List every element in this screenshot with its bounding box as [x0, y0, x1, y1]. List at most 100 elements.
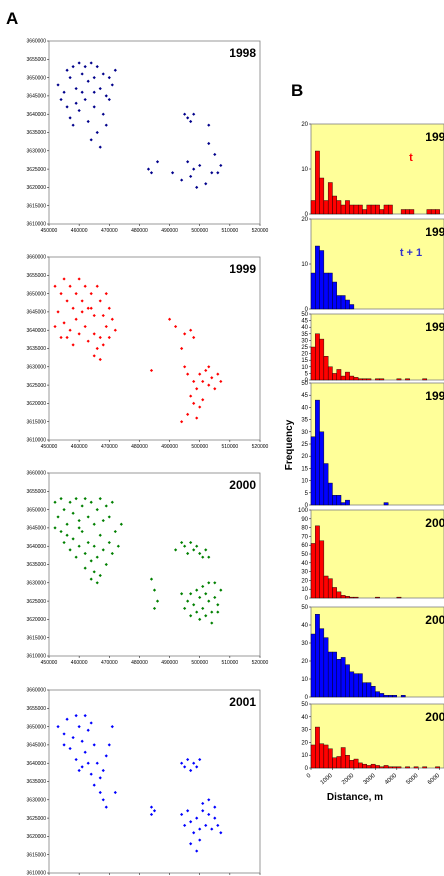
scatter-year-label: 2001 — [229, 695, 256, 709]
scatter-ytick-label: 3650000 — [27, 507, 47, 513]
histogram-bar — [375, 204, 380, 215]
histogram-plot-area — [310, 509, 444, 599]
scatter-ytick-label: 3650000 — [27, 291, 47, 297]
scatter-ytick-label: 3630000 — [27, 581, 47, 587]
histogram-bar — [327, 182, 333, 215]
scatter-point — [74, 497, 78, 501]
histogram-bar — [370, 686, 376, 698]
scatter-point — [92, 332, 96, 336]
histogram-bar — [349, 671, 355, 698]
scatter-point — [71, 735, 75, 740]
scatter-ytick-label: 3660000 — [27, 255, 47, 261]
histogram-bar — [430, 209, 436, 215]
histogram-bar — [340, 502, 346, 506]
histogram-bar — [362, 378, 367, 381]
histogram-ytick-label: 10 — [301, 262, 308, 268]
histogram-ytick-label: 60 — [301, 543, 308, 549]
histogram-ytick-label: 20 — [301, 578, 308, 584]
scatter-point — [77, 768, 81, 773]
histogram-xtick-label: 1000 — [320, 773, 335, 787]
histogram-xtick-label: 5000 — [405, 773, 420, 787]
scatter-point — [201, 555, 205, 559]
scatter-point — [204, 823, 208, 828]
scatter-xtick-label: 520000 — [252, 228, 269, 234]
scatter-point — [107, 76, 111, 80]
scatter-point — [195, 816, 199, 820]
scatter-point — [201, 398, 205, 402]
scatter-point — [189, 768, 193, 773]
scatter-ytick-label: 3635000 — [27, 346, 47, 352]
scatter-point — [107, 540, 111, 545]
histogram-bar — [375, 596, 380, 599]
histogram-bar — [327, 272, 333, 310]
scatter-xtick-label: 510000 — [222, 228, 239, 234]
scatter-point — [180, 420, 184, 424]
scatter-point — [71, 65, 75, 69]
histogram-bar — [323, 575, 329, 599]
scatter-point — [95, 555, 99, 559]
histogram-ylabel: Frequency — [284, 419, 295, 470]
scatter-year-label: 1999 — [229, 262, 256, 276]
histogram-bar — [345, 299, 350, 310]
histogram-year-label: 2000 — [425, 516, 444, 530]
scatter-point — [80, 765, 84, 769]
histogram-panel-3: 0 5 10 15 20 25 30 35 40 45 50 1999 — [301, 381, 444, 509]
histogram-year-label: 2001 — [425, 710, 444, 724]
histogram-bar — [345, 664, 350, 698]
scatter-point — [149, 171, 154, 175]
scatter-ytick-label: 3615000 — [27, 203, 47, 209]
histogram-bar — [315, 333, 320, 381]
scatter-point — [92, 354, 96, 358]
scatter-point — [65, 717, 69, 721]
scatter-point — [83, 551, 87, 556]
scatter-ytick-label: 3620000 — [27, 401, 47, 407]
scatter-point — [95, 284, 99, 288]
scatter-point — [110, 317, 114, 321]
scatter-point — [77, 518, 81, 523]
scatter-point — [210, 376, 214, 380]
histogram-bar — [400, 209, 406, 215]
scatter-point — [198, 827, 202, 831]
scatter-point — [107, 515, 111, 519]
scatter-point — [192, 548, 196, 552]
histogram-bar — [310, 272, 316, 310]
scatter-point — [183, 544, 187, 548]
scatter-ytick-label: 3625000 — [27, 167, 47, 173]
histogram-xtick-label: 0 — [306, 773, 313, 780]
scatter-point — [195, 544, 199, 548]
histogram-bar — [405, 766, 410, 769]
scatter-point — [104, 94, 108, 98]
histogram-bar — [349, 596, 355, 599]
histogram-bar — [426, 209, 432, 215]
scatter-point — [152, 809, 157, 813]
histogram-ytick-label: 0 — [305, 212, 309, 218]
histogram-bar — [396, 766, 402, 769]
scatter-point — [207, 812, 211, 817]
panel-label-a: A — [6, 9, 18, 28]
histogram-bar — [379, 766, 385, 769]
scatter-point — [74, 555, 78, 559]
scatter-point — [104, 504, 108, 508]
scatter-point — [180, 346, 184, 351]
scatter-point — [74, 101, 78, 105]
scatter-point — [195, 387, 199, 391]
scatter-xtick-label: 490000 — [161, 228, 178, 234]
histogram-bar — [383, 204, 389, 215]
scatter-ytick-label: 3630000 — [27, 365, 47, 371]
scatter-point — [180, 761, 184, 765]
scatter-point — [216, 372, 220, 376]
histogram-xtick-label: 2000 — [341, 773, 356, 787]
scatter-point — [192, 401, 196, 405]
histogram-bar — [319, 250, 325, 310]
scatter-xtick-label: 480000 — [131, 444, 148, 450]
scatter-point — [195, 588, 199, 592]
histogram-bar — [319, 628, 325, 698]
scatter-point — [192, 761, 196, 765]
scatter-point — [192, 831, 196, 835]
scatter-xtick-label: 500000 — [191, 228, 208, 234]
scatter-point — [210, 610, 214, 614]
scatter-ytick-label: 3645000 — [27, 310, 47, 316]
histogram-bar — [413, 766, 419, 769]
histogram-bar — [366, 378, 372, 381]
